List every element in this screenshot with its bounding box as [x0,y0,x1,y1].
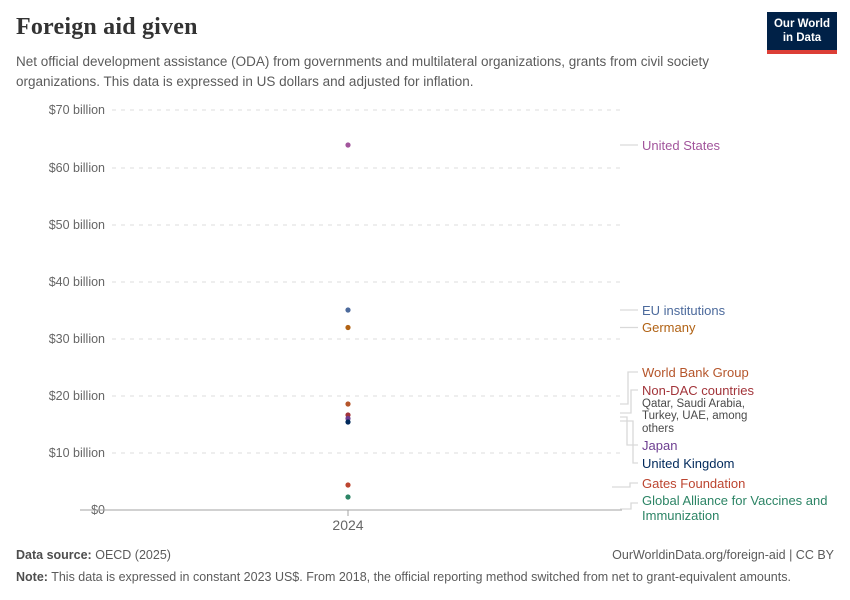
series-label-germany[interactable]: Germany [642,320,696,335]
chart-subtitle: Net official development assistance (ODA… [16,54,710,90]
data-point-world-bank[interactable] [345,401,351,407]
ytick-10b: $10 billion [49,446,105,460]
series-label-gates-foundation[interactable]: Gates Foundation [642,476,746,491]
chart-title: Foreign aid given [16,14,198,40]
owid-logo-line1: Our World [773,18,830,30]
connector-gates-foundation [612,482,638,488]
owid-citation-link[interactable]: OurWorldinData.org/foreign-aid | CC BY [612,548,834,562]
chart-footer: Data source: OECD (2025) OurWorldinData.… [16,548,834,584]
note-line: Note: This data is expressed in constant… [16,570,834,584]
ytick-40b: $40 billion [49,275,105,289]
data-point-gates-foundation[interactable] [345,482,351,488]
data-points [345,142,351,500]
series-label-world-bank[interactable]: World Bank Group [642,365,749,380]
note-label: Note: [16,570,48,584]
connector-non-dac [620,389,638,414]
data-source-line: Data source: OECD (2025) [16,548,171,562]
connector-gavi [620,502,638,510]
series-label-united-kingdom[interactable]: United Kingdom [642,456,735,471]
owid-logo[interactable]: Our World in Data [767,12,837,54]
data-point-gavi[interactable] [345,494,351,500]
series-label-non-dac[interactable]: Non-DAC countries [642,383,754,398]
series-label-eu-institutions[interactable]: EU institutions [642,303,726,318]
data-point-germany[interactable] [345,324,351,331]
note-value: This data is expressed in constant 2023 … [51,570,791,584]
series-label-gavi[interactable]: Global Alliance for Vaccines and Immuniz… [642,493,828,524]
ytick-30b: $30 billion [49,332,105,346]
ytick-70b: $70 billion [49,103,105,117]
connector-world-bank [620,371,638,405]
data-point-united-states[interactable] [345,142,351,148]
data-point-united-kingdom[interactable] [345,419,351,425]
series-label-japan[interactable]: Japan [642,438,678,453]
connector-united-kingdom [620,420,638,464]
owid-logo-accent-bar [767,49,837,54]
data-source-value: OECD (2025) [95,548,171,562]
owid-logo-line2: in Data [782,32,822,45]
ytick-20b: $20 billion [49,389,105,403]
data-point-eu-institutions[interactable] [345,307,351,313]
data-source-label: Data source: [16,548,92,562]
xtick-2024: 2024 [332,517,363,533]
label-connectors [612,144,638,510]
series-note-non-dac: Qatar, Saudi Arabia, Turkey, UAE, among … [642,398,748,435]
gridlines [112,109,620,454]
owid-logo-text: Our World in Data [767,12,837,50]
y-axis-labels: $70 billion $60 billion $50 billion $40 … [49,103,105,517]
ytick-50b: $50 billion [49,218,105,232]
ytick-60b: $60 billion [49,161,105,175]
series-label-united-states[interactable]: United States [642,138,721,153]
